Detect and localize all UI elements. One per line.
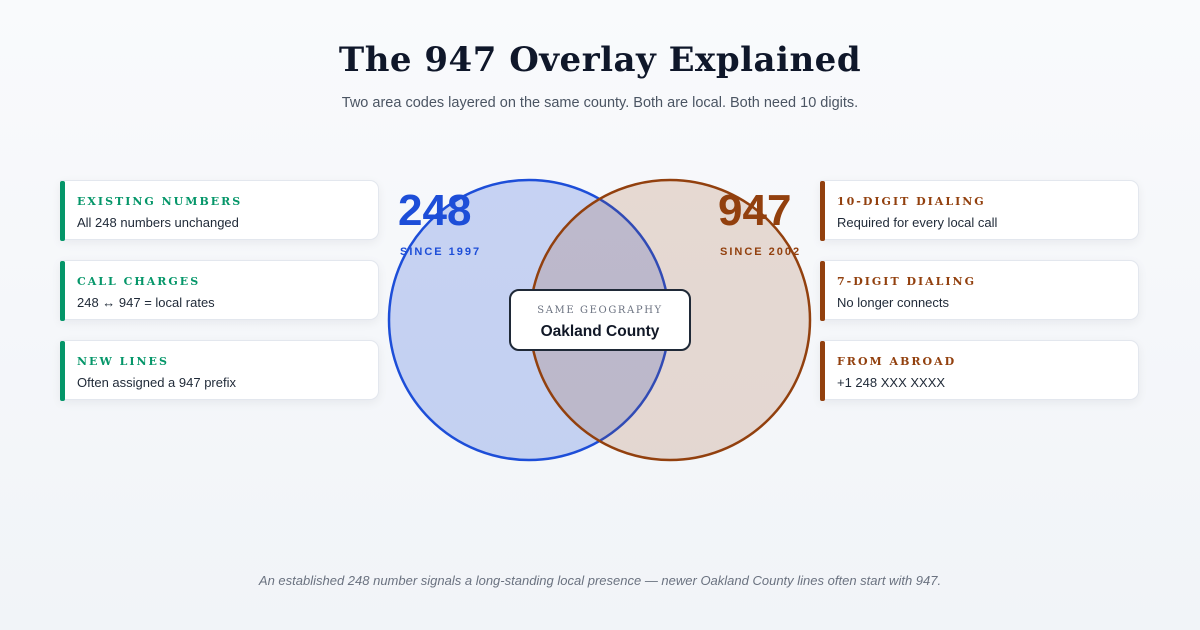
since-label-947: SINCE 2002 (720, 246, 802, 258)
overlap-value: Oakland County (540, 323, 660, 340)
page-subtitle: Two area codes layered on the same count… (341, 95, 859, 111)
card-text: Often assigned a 947 prefix (77, 375, 236, 390)
card-from-abroad: From abroad +1 248 XXX XXXX (820, 340, 1139, 401)
card-call-charges: Call charges 248 ↔ 947 = local rates (60, 260, 379, 321)
since-label-248: SINCE 1997 (400, 246, 482, 258)
card-label: Call charges (77, 275, 201, 288)
card-text: No longer connects (837, 295, 950, 310)
card-label: 10-digit dialing (837, 195, 986, 208)
overlap-box: Same geography Oakland County (509, 289, 691, 351)
area-code-947: 947 (718, 186, 792, 235)
card-new-lines: New lines Often assigned a 947 prefix (60, 340, 379, 401)
card-label: From abroad (837, 355, 957, 368)
card-label: 7-digit dialing (837, 275, 977, 288)
card-label: New lines (77, 355, 169, 368)
page-title: The 947 Overlay Explained (338, 40, 862, 80)
footer-note: An established 248 number signals a long… (258, 573, 942, 588)
overlap-label: Same geography (537, 305, 663, 316)
card-10-digit-dialing: 10-digit dialing Required for every loca… (820, 180, 1139, 241)
card-text: Required for every local call (837, 215, 998, 230)
card-existing-numbers: Existing numbers All 248 numbers unchang… (60, 180, 379, 241)
card-text: +1 248 XXX XXXX (837, 375, 946, 390)
area-code-248: 248 (398, 186, 472, 235)
card-7-digit-dialing: 7-digit dialing No longer connects (820, 260, 1139, 321)
card-text: All 248 numbers unchanged (77, 215, 239, 230)
card-text: 248 ↔ 947 = local rates (77, 295, 215, 310)
card-label: Existing numbers (77, 195, 243, 208)
